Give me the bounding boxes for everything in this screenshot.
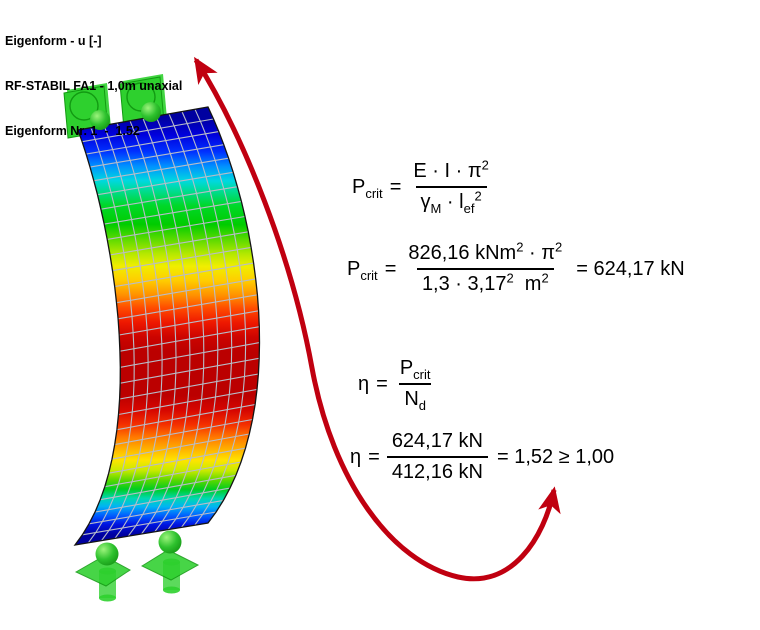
top-support-left-sphere	[90, 110, 110, 130]
pcrit-symbol: Pcrit	[347, 257, 378, 283]
formula-pcrit-numeric: Pcrit = 826,16 kNm2 · π2 1,3 · 3,172 m2 …	[347, 239, 685, 296]
fraction: E · I · π2 γM · lef2	[408, 157, 493, 215]
legend-line-quantity: Eigenform - u [-]	[5, 34, 102, 48]
eta-result: = 1,52 ≥ 1,00	[496, 445, 615, 468]
pcrit-result: = 624,17 kN	[576, 257, 685, 280]
annotation-arrow	[193, 56, 561, 582]
fraction-denominator: 1,3 · 3,172 m2	[416, 268, 554, 296]
eta-symbol: η	[350, 445, 362, 468]
fraction: 624,17 kN 412,16 kN	[386, 430, 488, 484]
legend-line-eigenform: Eigenform Nr. 1 - 1.52	[5, 124, 140, 138]
fraction: Pcrit Nd	[395, 357, 436, 412]
fraction-numerator: 826,16 kNm2 · π2	[408, 239, 563, 264]
equals-sign: =	[389, 175, 402, 198]
formula-eta-symbolic: η = Pcrit Nd	[358, 357, 436, 412]
legend-line-case: RF-STABIL FA1 - 1,0m unaxial	[5, 79, 183, 93]
bottom-support-left-icon	[74, 542, 131, 602]
formula-pcrit-symbolic: Pcrit = E · I · π2 γM · lef2	[352, 157, 494, 215]
fraction-denominator: γM · lef2	[415, 186, 487, 215]
formula-eta-numeric: η = 624,17 kN 412,16 kN = 1,52 ≥ 1,00	[350, 430, 614, 484]
pcrit-symbol: Pcrit	[352, 175, 383, 201]
fraction: 826,16 kNm2 · π2 1,3 · 3,172 m2	[403, 239, 567, 296]
top-support-right-sphere	[141, 102, 161, 122]
result-legend: Eigenform - u [-] RF-STABIL FA1 - 1,0m u…	[5, 4, 182, 169]
equals-sign: =	[376, 372, 388, 395]
fraction-numerator: Pcrit	[399, 357, 431, 382]
fraction-denominator: 412,16 kN	[386, 456, 488, 484]
buckled-wall-mesh	[73, 106, 261, 546]
eta-symbol: η	[358, 372, 370, 395]
bottom-support-right-icon	[140, 530, 200, 594]
equals-sign: =	[384, 257, 397, 280]
equals-sign: =	[368, 445, 380, 468]
fraction-denominator: Nd	[399, 383, 431, 412]
fraction-numerator: E · I · π2	[413, 157, 489, 182]
fraction-numerator: 624,17 kN	[391, 430, 483, 452]
